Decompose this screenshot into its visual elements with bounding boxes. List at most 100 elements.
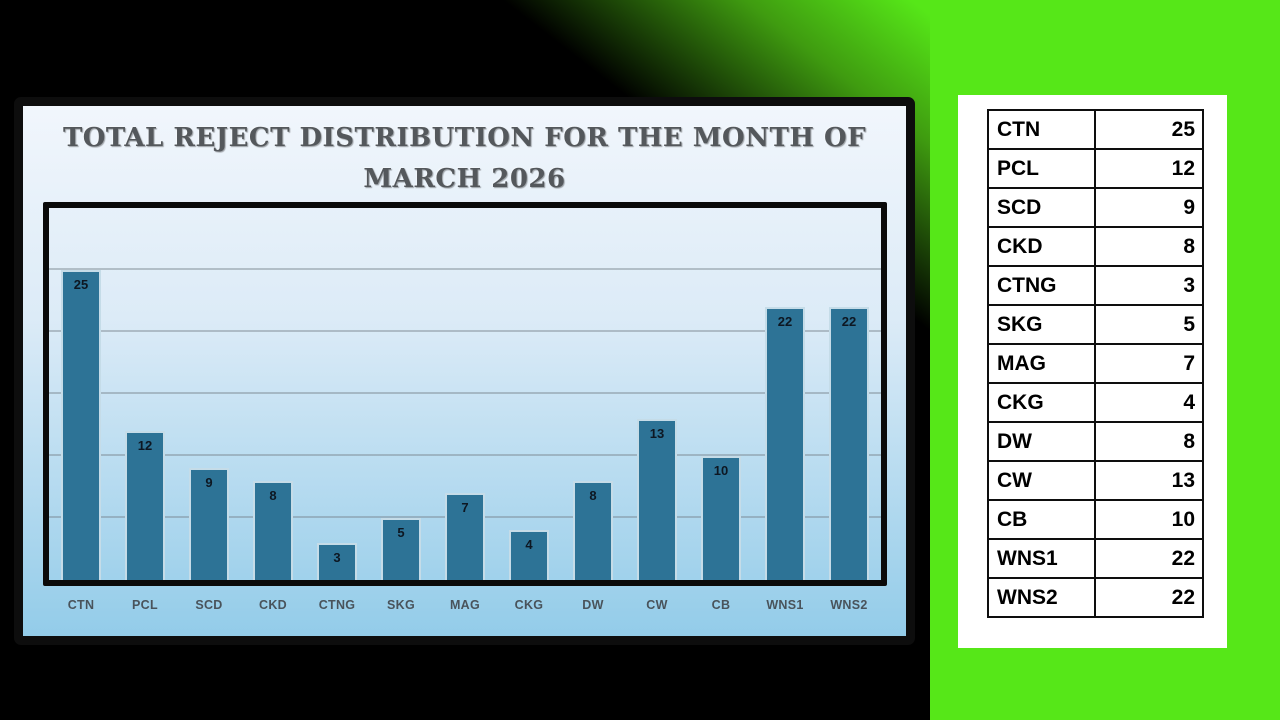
bar-CKG: 4 [509, 530, 549, 580]
table-cell-value: 10 [1094, 499, 1204, 540]
bar-WNS1: 22 [765, 307, 805, 580]
bar-slot-DW: 8 [561, 208, 625, 580]
bar-slot-MAG: 7 [433, 208, 497, 580]
table-cell-value: 5 [1094, 304, 1204, 345]
table-row: CTN 25 [987, 109, 1204, 150]
table-cell-category: CKD [987, 226, 1096, 267]
x-axis-label-MAG: MAG [449, 598, 481, 612]
x-axis-label-WNS1: WNS1 [766, 598, 804, 612]
bar-slot-WNS1: 22 [753, 208, 817, 580]
x-axis-label-CKG: CKG [514, 598, 544, 612]
table-row: CTNG 3 [987, 265, 1204, 306]
table-cell-value: 9 [1094, 187, 1204, 228]
bar-value-label: 9 [205, 475, 213, 491]
table-row: SCD 9 [987, 187, 1204, 228]
bar-value-label: 7 [461, 500, 469, 516]
bar-value-label: 25 [73, 277, 89, 292]
bar-CKD: 8 [253, 480, 293, 580]
table-cell-value: 13 [1094, 460, 1204, 501]
table-cell-value: 22 [1094, 538, 1204, 579]
bar-value-label: 3 [333, 549, 341, 565]
bar-slot-CKD: 8 [241, 208, 305, 580]
gridline-25 [49, 268, 881, 270]
bar-MAG: 7 [445, 493, 485, 580]
table-cell-category: DW [987, 421, 1096, 462]
chart-panel: TOTAL REJECT DISTRIBUTION FOR THE MONTH … [14, 97, 915, 645]
table-row: PCL 12 [987, 148, 1204, 189]
x-axis-label-SKG: SKG [387, 598, 415, 612]
table-cell-value: 12 [1094, 148, 1204, 189]
table-row: CB 10 [987, 499, 1204, 540]
table-row: SKG 5 [987, 304, 1204, 345]
bar-slot-CB: 10 [689, 208, 753, 580]
x-axis-label-SCD: SCD [195, 598, 223, 612]
bar-slot-CKG: 4 [497, 208, 561, 580]
bar-slot-CTN: 25 [49, 208, 113, 580]
table-cell-category: SCD [987, 187, 1096, 228]
table-row: DW 8 [987, 421, 1204, 462]
table-row: WNS2 22 [987, 577, 1204, 618]
chart-title-line2: MARCH 2026 [363, 164, 566, 194]
x-axis-label-CTN: CTN [67, 598, 95, 612]
table-cell-value: 8 [1094, 226, 1204, 267]
table-cell-category: MAG [987, 343, 1096, 384]
bar-value-label: 22 [841, 314, 857, 330]
table-row: CKD 8 [987, 226, 1204, 267]
bar-WNS2: 22 [829, 307, 869, 580]
gridline-15 [49, 392, 881, 394]
bar-slot-WNS2: 22 [817, 208, 881, 580]
bar-PCL: 12 [125, 431, 165, 580]
chart-title-line1: TOTAL REJECT DISTRIBUTION FOR THE MONTH … [62, 123, 867, 153]
table-cell-category: CW [987, 460, 1096, 501]
bar-value-label: 4 [525, 537, 533, 553]
table-row: MAG 7 [987, 343, 1204, 384]
bar-DW: 8 [573, 480, 613, 580]
table-cell-category: CTNG [987, 265, 1096, 306]
bar-slot-CW: 13 [625, 208, 689, 580]
table-row: CKG 4 [987, 382, 1204, 423]
x-axis-label-CW: CW [646, 598, 668, 612]
table-cell-category: WNS2 [987, 577, 1096, 618]
gridline-20 [49, 330, 881, 332]
plot-area: 25 12 9 8 3 5 7 4 8 13 10 22 22 [43, 202, 887, 586]
x-axis-label-CKD: CKD [259, 598, 287, 612]
table-cell-value: 7 [1094, 343, 1204, 384]
bar-value-label: 13 [649, 425, 665, 441]
table-cell-value: 4 [1094, 382, 1204, 423]
chart-title: TOTAL REJECT DISTRIBUTION FOR THE MONTH … [23, 118, 906, 200]
bars-row: 25 12 9 8 3 5 7 4 8 13 10 22 22 [49, 208, 881, 580]
bar-value-label: 12 [137, 438, 153, 454]
table-row: CW 13 [987, 460, 1204, 501]
bar-slot-CTNG: 3 [305, 208, 369, 580]
table-cell-value: 8 [1094, 421, 1204, 462]
bar-SCD: 9 [189, 468, 229, 580]
x-axis-label-WNS2: WNS2 [830, 598, 868, 612]
bar-value-label: 8 [589, 487, 597, 503]
bar-CTNG: 3 [317, 542, 357, 580]
table-cell-category: CKG [987, 382, 1096, 423]
bar-CW: 13 [637, 418, 677, 580]
table-cell-value: 25 [1094, 109, 1204, 150]
x-axis-label-CTNG: CTNG [318, 598, 356, 612]
bar-CB: 10 [701, 456, 741, 580]
table-cell-value: 22 [1094, 577, 1204, 618]
bar-value-label: 8 [269, 487, 277, 503]
gridline-10 [49, 454, 881, 456]
table-row: WNS1 22 [987, 538, 1204, 579]
table-cell-category: SKG [987, 304, 1096, 345]
x-axis-label-PCL: PCL [132, 598, 158, 612]
bar-CTN: 25 [61, 270, 101, 580]
table-cell-category: PCL [987, 148, 1096, 189]
bar-slot-SCD: 9 [177, 208, 241, 580]
table-cell-category: WNS1 [987, 538, 1096, 579]
x-axis-labels: CTN PCL SCD CKD CTNG SKG MAG CKG DW CW CB WNS1 WNS2 [49, 598, 881, 612]
table-cell-category: CTN [987, 109, 1096, 150]
bar-slot-PCL: 12 [113, 208, 177, 580]
bar-slot-SKG: 5 [369, 208, 433, 580]
bar-value-label: 10 [713, 463, 729, 478]
bar-SKG: 5 [381, 518, 421, 580]
data-table-card: CTN 25 PCL 12 SCD 9 CKD 8 CTNG 3 SKG 5 MAG 7 CKG 4 DW 8 CW… [958, 95, 1227, 648]
table-cell-category: CB [987, 499, 1096, 540]
bar-value-label: 22 [777, 314, 793, 330]
